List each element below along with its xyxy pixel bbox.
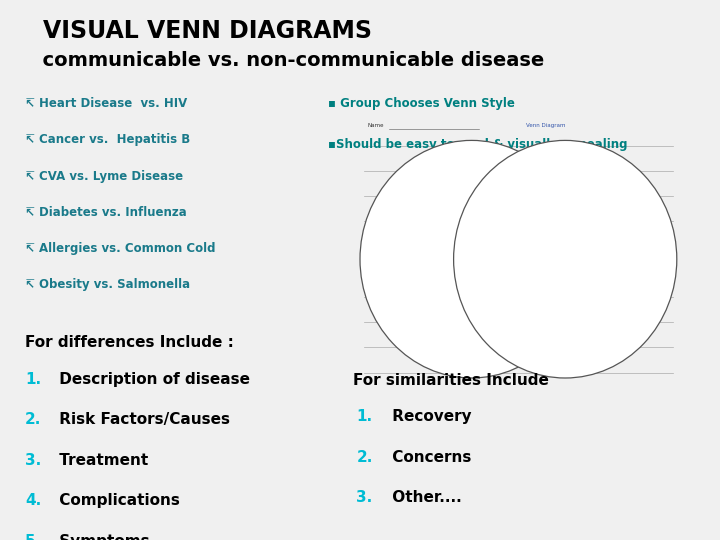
Text: Other....: Other.... [387,490,462,505]
Text: Venn Diagram: Venn Diagram [526,123,565,128]
Ellipse shape [454,140,677,378]
Text: ▪Should be easy to read & visually appealing: ▪Should be easy to read & visually appea… [328,138,627,151]
Text: communicable vs. non-communicable disease: communicable vs. non-communicable diseas… [29,51,544,70]
Text: Concerns: Concerns [387,450,472,465]
Ellipse shape [360,140,583,378]
Text: ↸ Obesity vs. Salmonella: ↸ Obesity vs. Salmonella [25,278,190,291]
Text: Description of disease: Description of disease [54,372,250,387]
Text: ↸ CVA vs. Lyme Disease: ↸ CVA vs. Lyme Disease [25,170,184,183]
Text: 1.: 1. [356,409,372,424]
Text: Risk Factors/Causes: Risk Factors/Causes [54,412,230,427]
Text: 5.: 5. [25,534,42,540]
Text: ↸ Cancer vs.  Hepatitis B: ↸ Cancer vs. Hepatitis B [25,133,191,146]
Text: 3.: 3. [356,490,373,505]
Text: Treatment: Treatment [54,453,148,468]
Text: Name: Name [367,123,384,128]
Text: 2.: 2. [25,412,42,427]
Text: 3.: 3. [25,453,42,468]
Text: Recovery: Recovery [387,409,472,424]
Text: For differences Include :: For differences Include : [25,335,234,350]
Text: Complications: Complications [54,493,180,508]
Text: 1.: 1. [25,372,41,387]
Text: ▪ Group Chooses Venn Style: ▪ Group Chooses Venn Style [328,97,515,110]
Text: 2.: 2. [356,450,373,465]
Text: ↸ Heart Disease  vs. HIV: ↸ Heart Disease vs. HIV [25,97,187,110]
Text: 4.: 4. [25,493,42,508]
Text: VISUAL VENN DIAGRAMS: VISUAL VENN DIAGRAMS [43,19,372,43]
Text: ↸ Diabetes vs. Influenza: ↸ Diabetes vs. Influenza [25,206,187,219]
Text: Symptoms: Symptoms [54,534,150,540]
Text: ↸ Allergies vs. Common Cold: ↸ Allergies vs. Common Cold [25,242,216,255]
Text: For similarities Include: For similarities Include [353,373,549,388]
